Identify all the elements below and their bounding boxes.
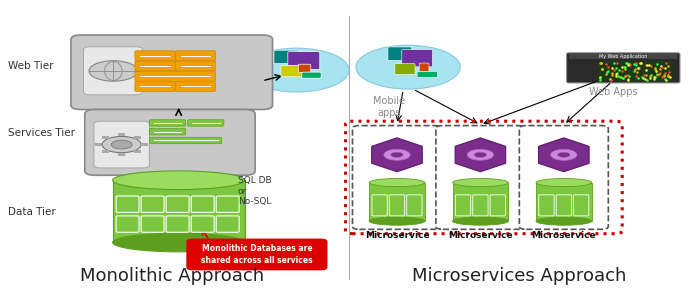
Bar xyxy=(118,153,125,156)
Text: Microservice: Microservice xyxy=(448,231,513,240)
FancyBboxPatch shape xyxy=(135,71,216,81)
FancyBboxPatch shape xyxy=(216,216,239,232)
FancyBboxPatch shape xyxy=(452,183,508,221)
Circle shape xyxy=(391,152,403,158)
Text: Microservice: Microservice xyxy=(531,231,596,240)
FancyBboxPatch shape xyxy=(556,195,572,216)
FancyBboxPatch shape xyxy=(191,216,214,232)
FancyBboxPatch shape xyxy=(352,126,441,229)
FancyBboxPatch shape xyxy=(84,47,142,95)
Ellipse shape xyxy=(369,178,425,187)
FancyBboxPatch shape xyxy=(175,61,216,71)
FancyBboxPatch shape xyxy=(539,195,554,216)
FancyBboxPatch shape xyxy=(71,35,272,109)
FancyBboxPatch shape xyxy=(112,180,245,242)
Ellipse shape xyxy=(112,233,245,252)
FancyBboxPatch shape xyxy=(116,196,139,212)
Circle shape xyxy=(89,61,138,81)
FancyBboxPatch shape xyxy=(298,64,311,72)
FancyBboxPatch shape xyxy=(302,72,321,78)
Text: SQL DB
or
No-SQL: SQL DB or No-SQL xyxy=(238,176,272,206)
Circle shape xyxy=(467,149,493,160)
FancyBboxPatch shape xyxy=(141,216,164,232)
Text: Microservice: Microservice xyxy=(364,231,429,240)
FancyBboxPatch shape xyxy=(388,47,412,60)
FancyBboxPatch shape xyxy=(175,51,216,61)
Circle shape xyxy=(558,152,570,158)
Bar xyxy=(118,133,125,136)
FancyBboxPatch shape xyxy=(372,195,387,216)
Ellipse shape xyxy=(452,217,508,225)
FancyBboxPatch shape xyxy=(135,81,175,91)
Polygon shape xyxy=(539,138,589,172)
Ellipse shape xyxy=(112,171,245,190)
FancyBboxPatch shape xyxy=(187,239,327,270)
FancyBboxPatch shape xyxy=(570,54,677,59)
Bar xyxy=(102,150,109,153)
FancyBboxPatch shape xyxy=(149,120,186,126)
FancyBboxPatch shape xyxy=(567,53,680,83)
Text: Web Tier: Web Tier xyxy=(8,61,54,71)
FancyBboxPatch shape xyxy=(598,61,673,81)
Circle shape xyxy=(111,140,132,149)
FancyBboxPatch shape xyxy=(417,71,437,77)
FancyBboxPatch shape xyxy=(175,81,216,91)
FancyBboxPatch shape xyxy=(85,109,255,175)
Bar xyxy=(135,150,142,153)
Bar xyxy=(141,143,148,146)
Circle shape xyxy=(356,45,460,89)
Text: Data Tier: Data Tier xyxy=(8,207,56,217)
FancyBboxPatch shape xyxy=(519,126,609,229)
Circle shape xyxy=(384,149,410,160)
Ellipse shape xyxy=(369,217,425,225)
FancyBboxPatch shape xyxy=(149,129,186,135)
Ellipse shape xyxy=(536,178,592,187)
FancyBboxPatch shape xyxy=(166,216,189,232)
Circle shape xyxy=(474,152,487,158)
FancyBboxPatch shape xyxy=(94,121,149,168)
Circle shape xyxy=(551,149,577,160)
FancyBboxPatch shape xyxy=(490,195,505,216)
FancyBboxPatch shape xyxy=(135,61,175,71)
FancyBboxPatch shape xyxy=(149,137,222,144)
Circle shape xyxy=(245,48,349,92)
FancyBboxPatch shape xyxy=(135,51,175,61)
FancyBboxPatch shape xyxy=(407,195,422,216)
Text: Monolithic Databases are
shared across all services: Monolithic Databases are shared across a… xyxy=(202,244,313,265)
FancyBboxPatch shape xyxy=(188,120,224,126)
Ellipse shape xyxy=(452,178,508,187)
FancyBboxPatch shape xyxy=(389,195,405,216)
Ellipse shape xyxy=(536,217,592,225)
FancyBboxPatch shape xyxy=(395,64,415,74)
FancyBboxPatch shape xyxy=(402,50,433,67)
FancyBboxPatch shape xyxy=(216,196,239,212)
Polygon shape xyxy=(371,138,422,172)
Text: Services Tier: Services Tier xyxy=(8,128,75,138)
FancyBboxPatch shape xyxy=(473,195,488,216)
Polygon shape xyxy=(455,138,505,172)
FancyBboxPatch shape xyxy=(166,196,189,212)
FancyBboxPatch shape xyxy=(419,63,429,71)
Bar xyxy=(95,143,102,146)
FancyBboxPatch shape xyxy=(536,183,592,221)
FancyBboxPatch shape xyxy=(574,195,589,216)
FancyBboxPatch shape xyxy=(455,195,470,216)
Text: My Web Application: My Web Application xyxy=(599,54,647,59)
FancyBboxPatch shape xyxy=(288,52,320,70)
FancyBboxPatch shape xyxy=(116,216,139,232)
Text: Web Apps: Web Apps xyxy=(589,87,637,97)
Text: Mobile
apps: Mobile apps xyxy=(373,96,406,118)
Text: Monolithic Approach: Monolithic Approach xyxy=(80,267,264,285)
Circle shape xyxy=(102,136,141,153)
FancyBboxPatch shape xyxy=(281,65,302,77)
Bar xyxy=(135,136,142,139)
FancyBboxPatch shape xyxy=(274,50,299,64)
Bar xyxy=(102,136,109,139)
FancyBboxPatch shape xyxy=(369,183,425,221)
FancyBboxPatch shape xyxy=(141,196,164,212)
FancyBboxPatch shape xyxy=(191,196,214,212)
Text: Microservices Approach: Microservices Approach xyxy=(412,267,627,285)
FancyBboxPatch shape xyxy=(436,126,525,229)
